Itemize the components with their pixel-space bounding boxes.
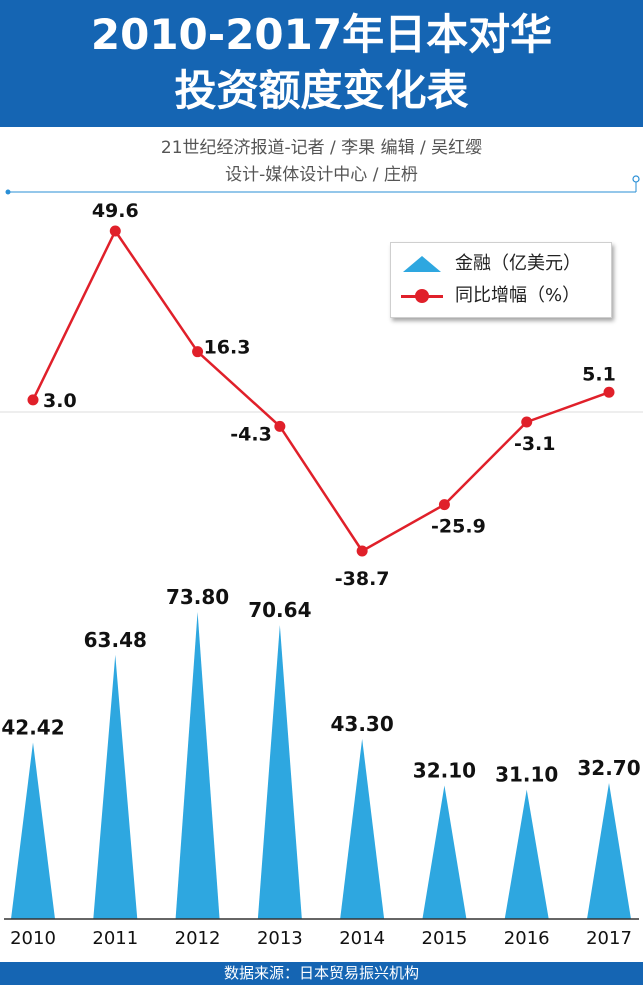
growth-value-label-2016: -3.1 (514, 433, 556, 455)
bar-value-label-2013: 70.64 (248, 598, 311, 622)
bar-value-label-2012: 73.80 (166, 585, 229, 609)
bar-value-label-2015: 32.10 (413, 758, 476, 782)
growth-value-label-2017: 5.1 (582, 363, 616, 385)
bar-2016 (504, 789, 549, 919)
header-banner: 2010-2017年日本对华 投资额度变化表 (0, 0, 643, 127)
guide-rule-right-dot (632, 175, 640, 183)
growth-point-2013 (274, 420, 286, 432)
legend-label-finance: 金融（亿美元） (455, 253, 581, 274)
bar-2014 (340, 738, 385, 919)
data-source: 数据来源：日本贸易振兴机构 (223, 964, 419, 982)
dot-marker-icon (415, 289, 429, 303)
bar-value-label-2014: 43.30 (331, 712, 394, 736)
chart-title-line2: 投资额度变化表 (174, 66, 469, 115)
bar-2017 (587, 782, 631, 919)
x-tick-label-2012: 2012 (175, 928, 221, 949)
triangle-icon (403, 256, 441, 272)
growth-point-2010 (27, 394, 39, 406)
bar-value-label-2017: 32.70 (577, 756, 640, 780)
growth-line (31, 229, 610, 553)
growth-value-label-2014: -38.7 (335, 568, 390, 590)
guide-rule-left-dot (5, 189, 11, 195)
growth-value-label-2011: 49.6 (92, 200, 139, 222)
footer-banner: 数据来源：日本贸易振兴机构 (0, 962, 643, 985)
growth-point-2015 (438, 499, 450, 511)
chart-title-line1: 2010-2017年日本对华 (90, 10, 553, 59)
x-tick-label-2017: 2017 (586, 928, 632, 949)
credit-line-design: 设计-媒体设计中心 / 庄枬 (225, 165, 418, 185)
bar-2012 (175, 612, 220, 919)
x-tick-label-2010: 2010 (10, 928, 56, 949)
bar-2010 (11, 742, 55, 919)
growth-point-2017 (603, 386, 615, 398)
legend-item-growth: 同比增幅（%） (391, 281, 611, 311)
x-tick-label-2013: 2013 (257, 928, 303, 949)
credit-line-reporters: 21世纪经济报道-记者 / 李果 编辑 / 吴红缨 (160, 138, 483, 158)
legend-label-growth: 同比增幅（%） (455, 285, 581, 306)
growth-point-2016 (521, 416, 533, 428)
growth-point-2011 (109, 225, 121, 237)
growth-value-label-2010: 3.0 (43, 390, 77, 412)
growth-value-label-2012: 16.3 (204, 337, 251, 359)
bar-value-label-2016: 31.10 (495, 763, 558, 787)
legend: 金融（亿美元） 同比增幅（%） (390, 242, 612, 318)
bar-value-label-2010: 42.42 (1, 716, 64, 740)
growth-point-2012 (192, 346, 204, 358)
x-tick-label-2014: 2014 (339, 928, 385, 949)
bar-value-label-2011: 63.48 (84, 628, 147, 652)
growth-point-2014 (356, 545, 368, 557)
bar-2011 (93, 654, 138, 919)
x-tick-label-2016: 2016 (504, 928, 550, 949)
chart-area: 42.42 63.48 73.80 70.64 43.30 32.10 31.10 32.70… (0, 175, 643, 949)
legend-item-finance: 金融（亿美元） (391, 249, 611, 279)
bar-2015 (422, 785, 467, 919)
growth-value-label-2015: -25.9 (431, 516, 486, 538)
growth-value-label-2013: -4.3 (230, 423, 272, 445)
x-tick-label-2011: 2011 (92, 928, 138, 949)
x-tick-label-2015: 2015 (422, 928, 468, 949)
bar-2013 (257, 625, 302, 919)
